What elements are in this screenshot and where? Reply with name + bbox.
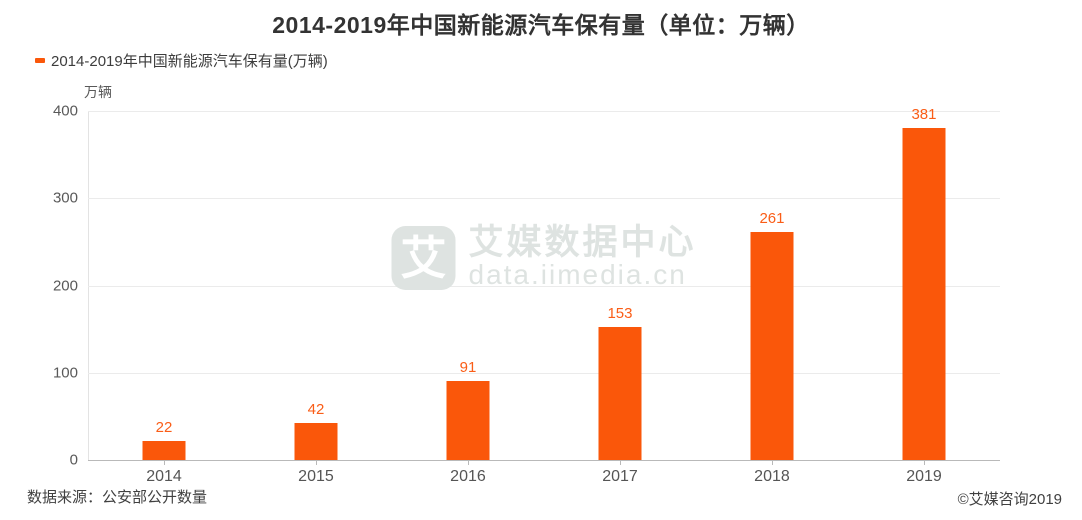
y-axis-tick-labels: 0 100 200 300 400 bbox=[0, 103, 78, 469]
x-tick-2017 bbox=[619, 460, 621, 465]
x-tick-2019 bbox=[923, 460, 925, 465]
x-tick-label-2016: 2016 bbox=[450, 468, 486, 485]
gridline-y-300 bbox=[88, 198, 1000, 200]
x-tick-2018 bbox=[771, 460, 773, 465]
iimedia-logo-icon: 艾 bbox=[391, 225, 456, 290]
category-band-2019: 381 2019 bbox=[848, 106, 1000, 485]
bar-value-2017: 153 bbox=[607, 304, 633, 322]
x-axis-line bbox=[88, 460, 1000, 461]
plot-area: 艾 艾媒数据中心 data.iimedia.cn 22 2014 42 2015 91 2… bbox=[88, 106, 1000, 485]
bar-2018 bbox=[750, 232, 794, 460]
bar-2019 bbox=[902, 127, 946, 460]
x-tick-2014 bbox=[163, 460, 165, 465]
y-tick-label-300: 300 bbox=[52, 189, 78, 207]
category-band-2014: 22 2014 bbox=[88, 111, 240, 485]
x-tick-label-2018: 2018 bbox=[754, 468, 790, 485]
bar-value-2014: 22 bbox=[155, 418, 173, 436]
bar-2017 bbox=[598, 326, 642, 460]
category-band-2017: 153 2017 bbox=[544, 111, 696, 485]
category-band-2015: 42 2015 bbox=[240, 111, 392, 485]
category-band-2018: 261 2018 bbox=[696, 111, 848, 485]
data-source-note: 数据来源：公安部公开数量 bbox=[27, 489, 208, 506]
bar-2014 bbox=[142, 440, 186, 460]
x-tick-2015 bbox=[315, 460, 317, 465]
y-axis-unit-label: 万辆 bbox=[84, 84, 112, 100]
legend: 2014-2019年中国新能源汽车保有量(万辆) bbox=[35, 50, 328, 71]
bar-2015 bbox=[294, 423, 338, 460]
x-tick-2016 bbox=[467, 460, 469, 465]
watermark: 艾 艾媒数据中心 data.iimedia.cn bbox=[391, 225, 696, 291]
x-tick-label-2015: 2015 bbox=[298, 468, 334, 485]
watermark-text: 艾媒数据中心 data.iimedia.cn bbox=[468, 225, 696, 291]
x-tick-label-2014: 2014 bbox=[146, 468, 182, 485]
category-band-2016: 91 2016 bbox=[392, 111, 544, 485]
gridline-y-200 bbox=[88, 285, 1000, 287]
y-tick-label-400: 400 bbox=[52, 102, 78, 120]
bar-value-2015: 42 bbox=[307, 401, 325, 419]
x-tick-label-2017: 2017 bbox=[602, 468, 638, 485]
bar-value-2016: 91 bbox=[459, 358, 477, 376]
legend-label: 2014-2019年中国新能源汽车保有量(万辆) bbox=[51, 53, 328, 70]
gridline-y-100 bbox=[88, 372, 1000, 374]
y-tick-label-100: 100 bbox=[52, 364, 78, 382]
y-tick-label-0: 0 bbox=[69, 451, 78, 469]
bar-2016 bbox=[446, 380, 490, 460]
copyright-note: ©艾媒咨询2019 bbox=[957, 491, 1062, 508]
chart-title: 2014-2019年中国新能源汽车保有量（单位：万辆） bbox=[272, 12, 810, 38]
x-tick-label-2019: 2019 bbox=[906, 468, 942, 485]
watermark-line2: data.iimedia.cn bbox=[468, 259, 687, 290]
bar-value-2018: 261 bbox=[759, 210, 785, 228]
legend-marker-icon bbox=[35, 58, 45, 63]
gridline-y-400 bbox=[88, 111, 1000, 112]
y-tick-label-200: 200 bbox=[52, 277, 78, 294]
bar-value-2019: 381 bbox=[911, 105, 937, 123]
watermark-line1: 艾媒数据中心 bbox=[468, 223, 697, 262]
